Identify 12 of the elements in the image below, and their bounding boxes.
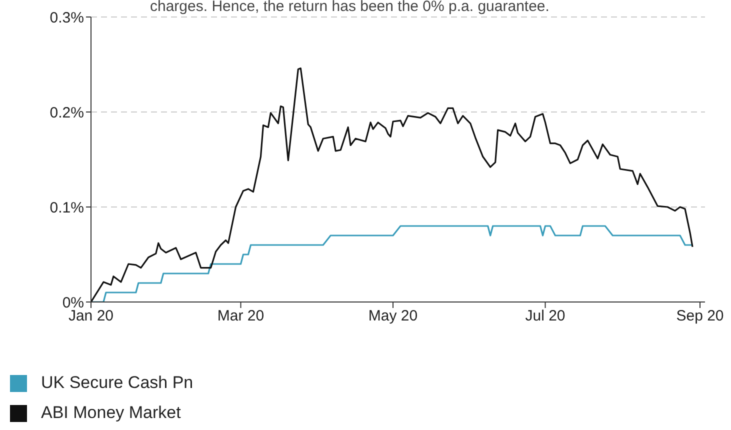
x-tick-label: May 20 bbox=[368, 308, 418, 325]
text: charges. Hence, the return has been the 0% p.a. guarantee. bbox=[150, 0, 550, 15]
legend-label: UK Secure Cash Pn bbox=[41, 373, 194, 393]
x-tick-label: Mar 20 bbox=[217, 308, 264, 325]
line-series bbox=[91, 225, 694, 302]
legend-label: ABI Money Market bbox=[41, 403, 181, 423]
x-tick-label: Jul 20 bbox=[525, 308, 566, 325]
y-tick-label: 0.1% bbox=[50, 199, 84, 216]
line-series bbox=[91, 68, 694, 302]
y-tick-label: 0.3% bbox=[50, 9, 84, 26]
y-tick-label: 0.2% bbox=[50, 104, 84, 122]
x-tick-label: Sep 20 bbox=[676, 308, 724, 325]
